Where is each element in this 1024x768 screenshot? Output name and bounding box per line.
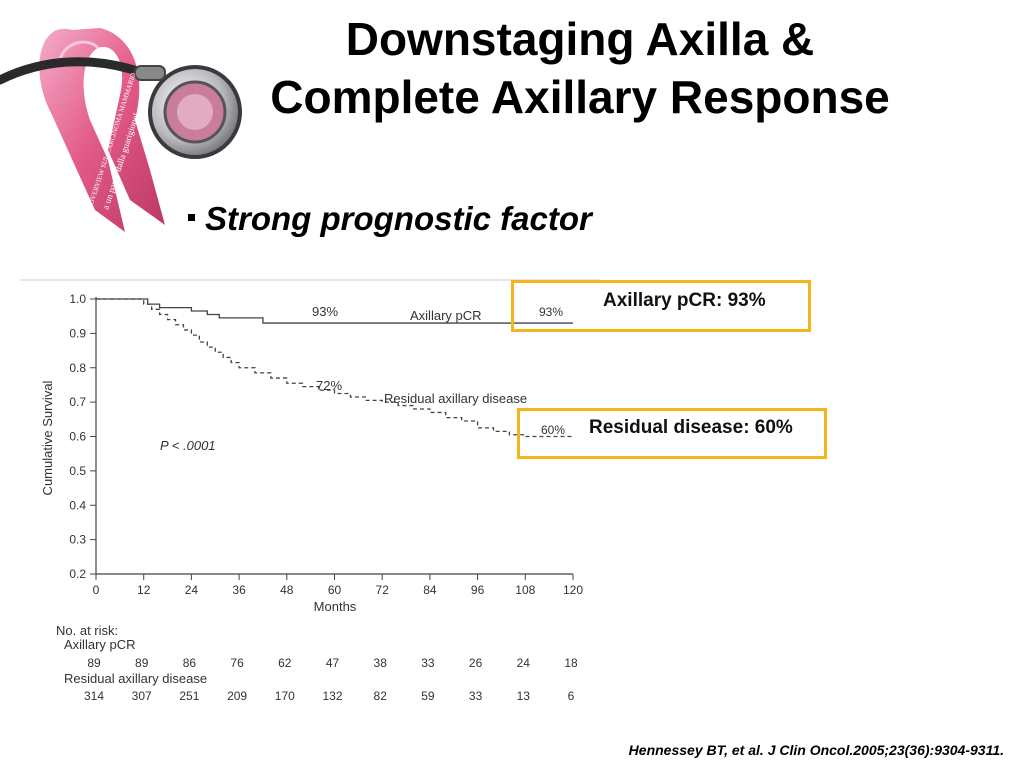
series-label-pcr: Axillary pCR (410, 308, 482, 323)
y-axis-label: Cumulative Survival (40, 380, 55, 495)
risk-value: 26 (469, 656, 483, 670)
series-annotation-pcr: 93% (312, 304, 338, 319)
p-value-label: P < .0001 (160, 438, 216, 453)
risk-value: 170 (275, 689, 295, 703)
risk-value: 47 (326, 656, 340, 670)
risk-table: No. at risk: Axillary pCR Residual axill… (56, 623, 578, 703)
series-line-residual (96, 298, 573, 438)
risk-value: 33 (421, 656, 435, 670)
slide-title: Downstaging Axilla & Complete Axillary R… (180, 10, 980, 126)
y-tick-label: 0.5 (69, 464, 86, 478)
callout-label-pcr: Axillary pCR: 93% (603, 290, 766, 311)
x-tick-label: 0 (93, 583, 100, 597)
risk-value: 18 (564, 656, 578, 670)
risk-value: 82 (374, 689, 388, 703)
kaplan-meier-chart: 0.2 0.3 0.4 0.5 0.6 0.7 0.8 0.9 1.0 0 12 24 36 48 60 72… (20, 279, 600, 703)
y-tick-label: 0.2 (69, 567, 86, 581)
bullet-text: Strong prognostic factor (205, 200, 592, 237)
y-tick-label: 0.7 (69, 395, 86, 409)
x-tick-label: 48 (280, 583, 294, 597)
risk-value: 38 (374, 656, 388, 670)
risk-value: 132 (322, 689, 342, 703)
risk-value: 89 (135, 656, 149, 670)
title-line-1: Downstaging Axilla & (345, 13, 815, 65)
x-tick-label: 24 (185, 583, 199, 597)
callout-box-pcr (511, 280, 811, 332)
risk-value: 307 (132, 689, 152, 703)
series-end-label-residual: 60% (541, 423, 565, 437)
series-line-pcr (96, 298, 573, 324)
title-line-2: Complete Axillary Response (270, 71, 890, 123)
risk-value: 6 (568, 689, 575, 703)
risk-value: 62 (278, 656, 292, 670)
risk-row-label-residual: Residual axillary disease (64, 671, 207, 686)
y-tick-label: 0.9 (69, 326, 86, 340)
risk-value: 76 (230, 656, 244, 670)
risk-value: 314 (84, 689, 104, 703)
chart-axes: 0.2 0.3 0.4 0.5 0.6 0.7 0.8 0.9 1.0 0 12 24 36 48 60 72… (69, 292, 583, 597)
x-tick-label: 60 (328, 583, 342, 597)
y-tick-label: 0.4 (69, 498, 86, 512)
x-tick-label: 12 (137, 583, 151, 597)
x-tick-label: 36 (232, 583, 246, 597)
bullet-square-icon (188, 213, 195, 221)
risk-value: 24 (517, 656, 531, 670)
callout-box-residual (517, 408, 827, 459)
citation: Hennessey BT, et al. J Clin Oncol.2005;2… (628, 742, 1004, 758)
y-tick-label: 0.3 (69, 533, 86, 547)
series-annotation-residual: 72% (316, 378, 342, 393)
risk-value: 251 (179, 689, 199, 703)
chart-labels: Cumulative Survival Months P < .0001 93%… (40, 304, 565, 614)
chart-series (96, 298, 573, 438)
bullet-point: Strong prognostic factor (188, 200, 592, 238)
risk-values: 89 89 86 76 62 47 38 33 26 24 18 314 307 251 209 170 132… (84, 656, 578, 703)
risk-value: 89 (87, 656, 101, 670)
series-label-residual: Residual axillary disease (384, 391, 527, 406)
risk-table-header: No. at risk: (56, 623, 118, 638)
ribbon-stethoscope-logo: OVERVIEW SUL CARCINOMA MAMMARIO a un pas… (0, 28, 242, 232)
x-tick-label: 72 (376, 583, 390, 597)
x-tick-label: 84 (423, 583, 437, 597)
risk-value: 13 (517, 689, 531, 703)
y-tick-label: 0.8 (69, 361, 86, 375)
series-end-label-pcr: 93% (539, 305, 563, 319)
x-tick-label: 120 (563, 583, 583, 597)
x-tick-label: 108 (515, 583, 535, 597)
callout-label-residual: Residual disease: 60% (589, 417, 793, 438)
x-axis-label: Months (314, 599, 357, 614)
y-tick-label: 1.0 (69, 292, 86, 306)
risk-value: 86 (183, 656, 197, 670)
risk-row-label-pcr: Axillary pCR (64, 637, 136, 652)
risk-value: 33 (469, 689, 483, 703)
y-tick-label: 0.6 (69, 430, 86, 444)
risk-value: 59 (421, 689, 435, 703)
x-tick-label: 96 (471, 583, 485, 597)
risk-value: 209 (227, 689, 247, 703)
